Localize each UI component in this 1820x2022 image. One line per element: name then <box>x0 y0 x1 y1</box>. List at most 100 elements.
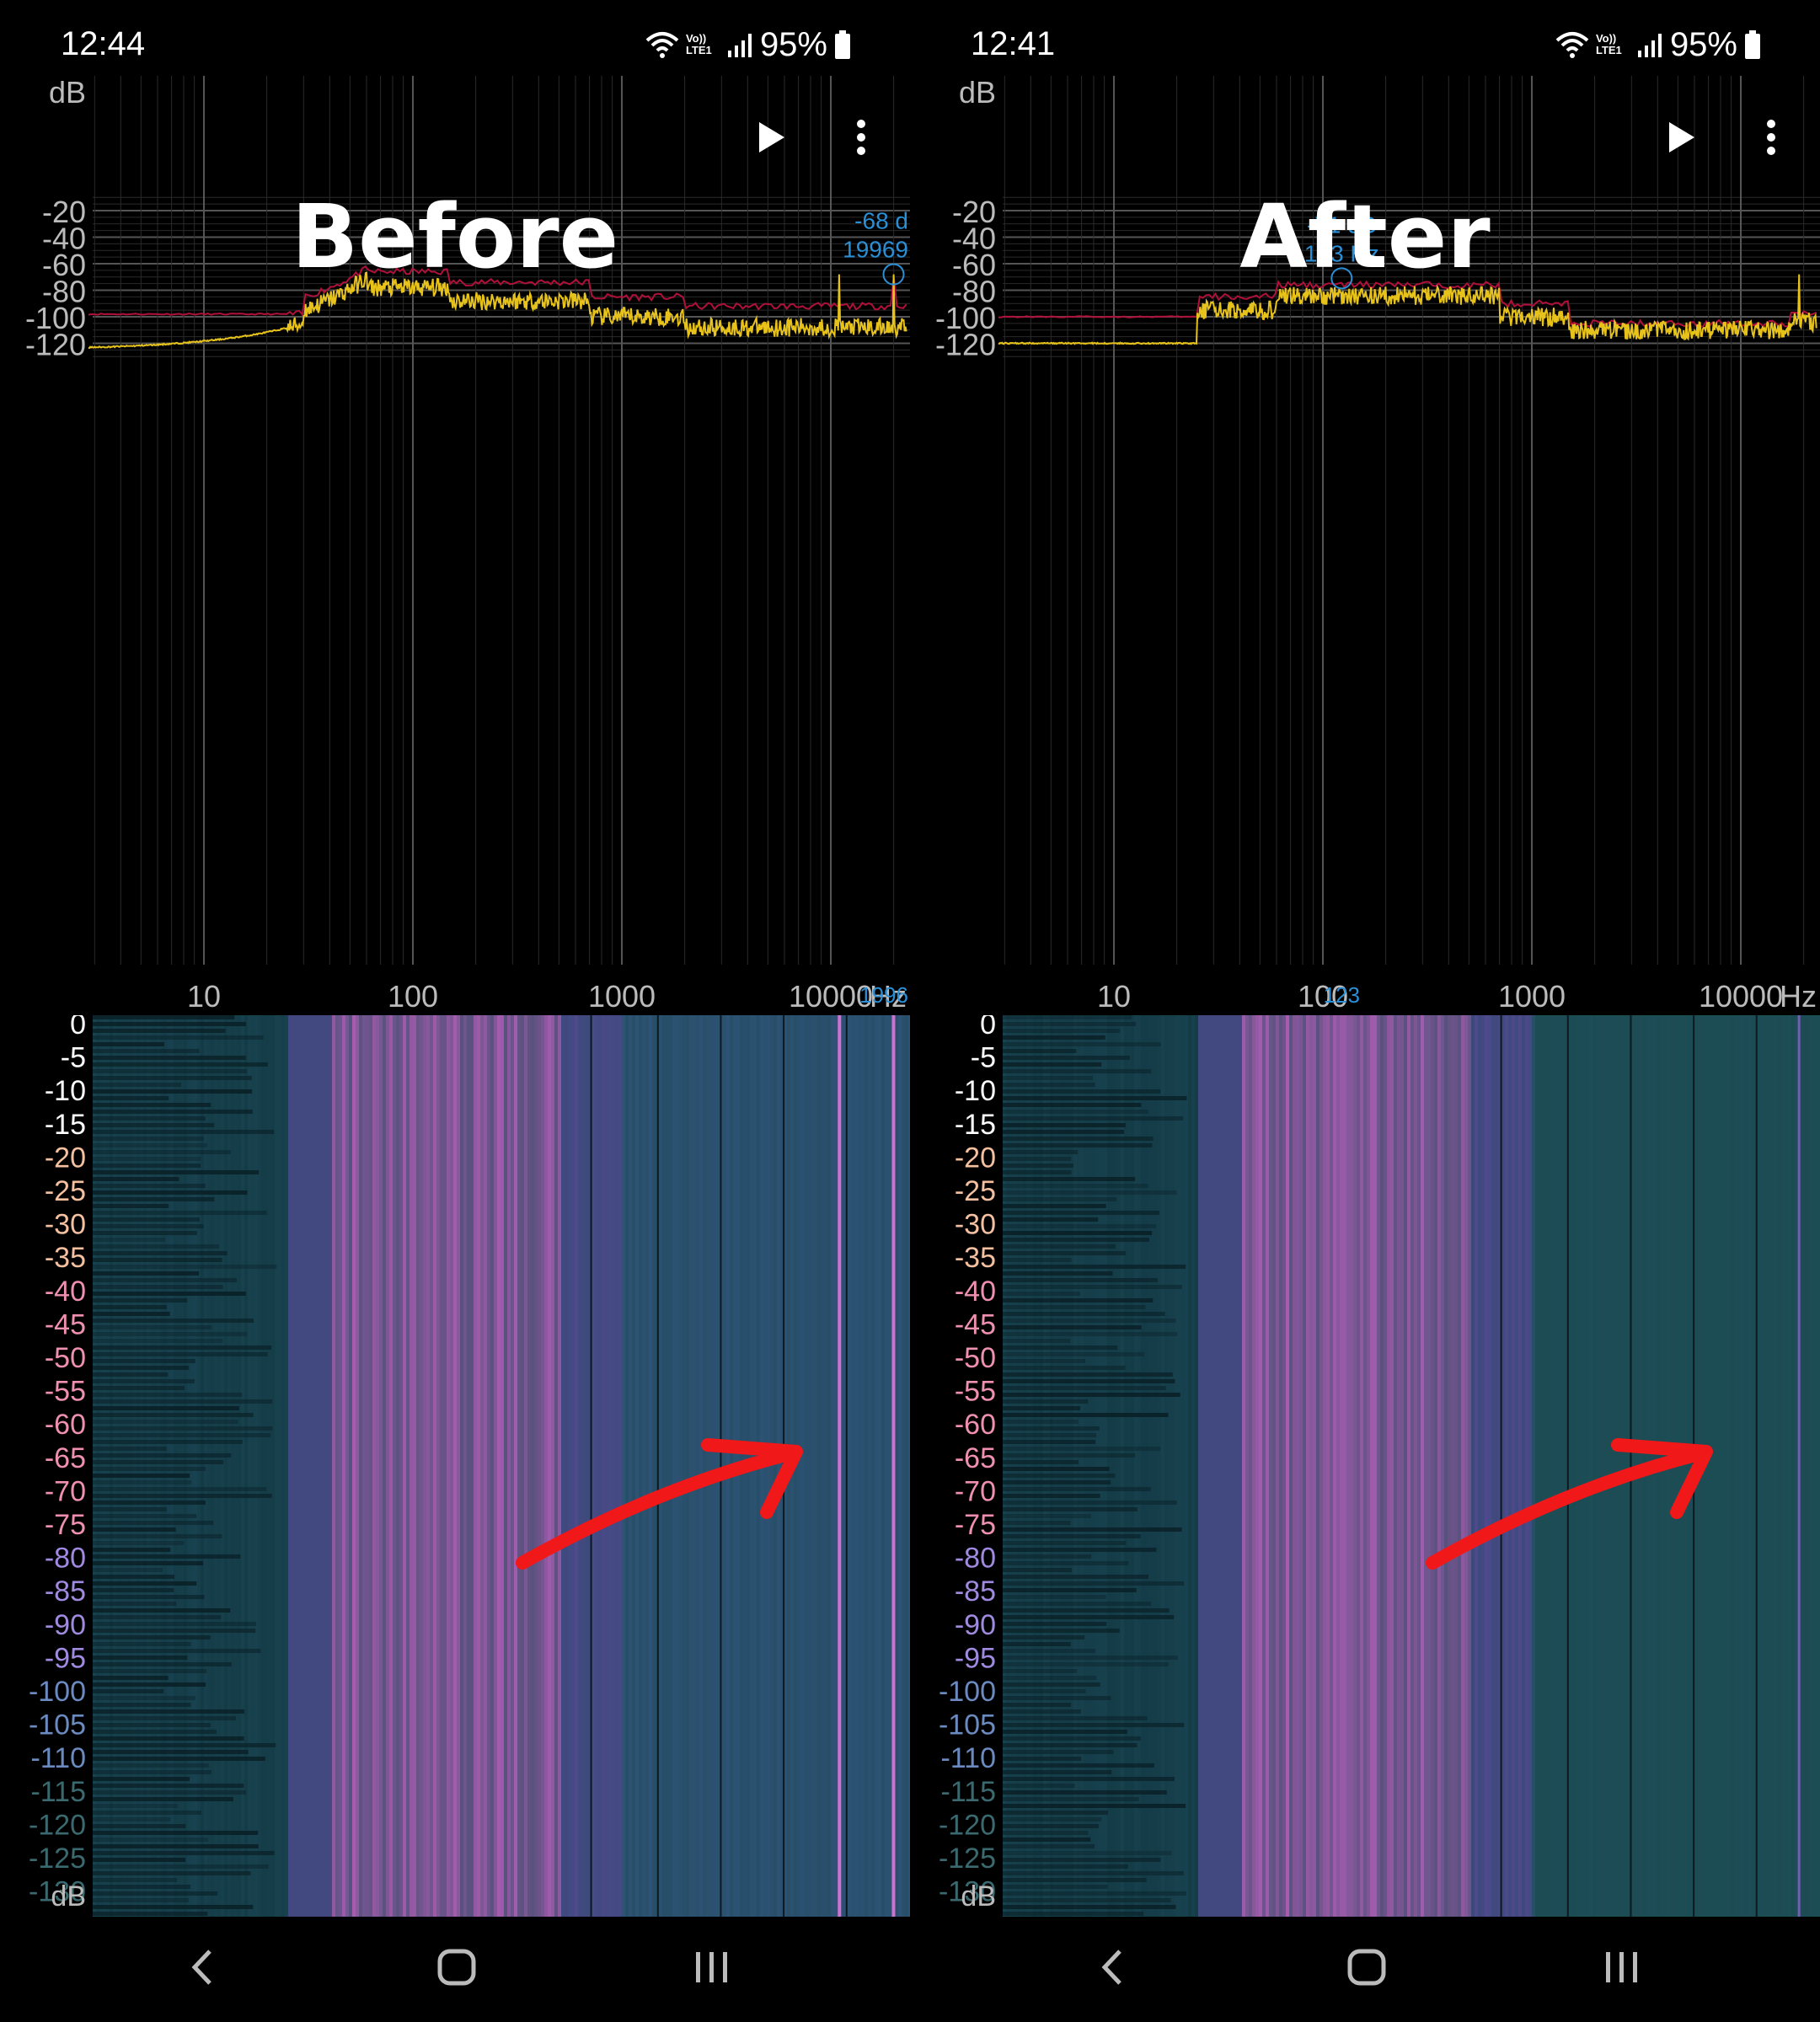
frequency-column <box>1144 1015 1148 1917</box>
frequency-column <box>329 1015 332 1917</box>
frequency-column <box>592 1015 595 1917</box>
frequency-column <box>342 1015 345 1917</box>
frequency-column <box>1208 1015 1212 1917</box>
frequency-column <box>1087 1015 1090 1917</box>
frequency-column <box>1761 1015 1764 1917</box>
frequency-column <box>800 1015 804 1917</box>
y-tick-label: -40 <box>42 222 86 256</box>
texture-band <box>1003 1406 1081 1410</box>
frequency-column <box>1812 1015 1815 1917</box>
overlay-title: After <box>1239 185 1491 288</box>
texture-band <box>1003 1211 1160 1215</box>
more-options-button[interactable] <box>1746 112 1796 163</box>
frequency-column <box>1552 1015 1555 1917</box>
x-tick-label: 1000 <box>1498 979 1566 1014</box>
texture-band <box>1003 1197 1117 1201</box>
texture-band <box>1003 1689 1086 1693</box>
frequency-column <box>416 1015 420 1917</box>
texture-band <box>93 1298 188 1303</box>
frequency-column <box>1272 1015 1276 1917</box>
frequency-column <box>1370 1015 1373 1917</box>
texture-band <box>1003 1204 1106 1208</box>
texture-band <box>1003 1359 1085 1363</box>
spectrogram[interactable]: 0-5-10-15-20-25-30-35-40-45-50-55-60-65-… <box>0 1015 910 1917</box>
texture-band <box>93 1777 190 1781</box>
frequency-column <box>848 1015 851 1917</box>
texture-band <box>1003 1130 1125 1134</box>
texture-band <box>93 1265 277 1269</box>
x-tick-label: 100 <box>1298 979 1348 1014</box>
screen-after: 12:41 Vo)) LTE1 95% dB -20 -40 -60 -80 -100 -1… <box>910 0 1820 2022</box>
frequency-column <box>288 1015 292 1917</box>
frequency-column <box>514 1015 517 1917</box>
texture-band <box>93 1143 207 1147</box>
spectrogram-tick-label: -60 <box>45 1409 86 1441</box>
frequency-column <box>174 1015 177 1917</box>
spectrogram-tick-label: -85 <box>955 1575 996 1607</box>
texture-band <box>93 1339 223 1343</box>
recents-button[interactable] <box>674 1934 750 2001</box>
frequency-column <box>1303 1015 1306 1917</box>
texture-band <box>1003 1163 1073 1168</box>
back-button[interactable] <box>164 1934 240 2001</box>
spectrogram-tick-label: -100 <box>29 1676 86 1708</box>
frequency-column <box>1734 1015 1737 1917</box>
spectrogram-tick-label: -40 <box>955 1276 996 1308</box>
frequency-column <box>1805 1015 1808 1917</box>
texture-band <box>1003 1157 1072 1161</box>
spectrogram-tick-label: -95 <box>45 1642 86 1674</box>
home-button[interactable] <box>1329 1934 1405 2001</box>
frequency-column <box>713 1015 716 1917</box>
frequency-column <box>332 1015 335 1917</box>
texture-band <box>93 1453 232 1458</box>
frequency-column <box>1586 1015 1589 1917</box>
frequency-column <box>335 1015 339 1917</box>
frequency-column <box>312 1015 315 1917</box>
frequency-column <box>410 1015 413 1917</box>
frequency-column <box>366 1015 369 1917</box>
recents-button[interactable] <box>1584 1934 1660 2001</box>
play-button[interactable] <box>1656 112 1706 163</box>
frequency-column <box>1737 1015 1741 1917</box>
frequency-column <box>534 1015 538 1917</box>
texture-band <box>1003 1716 1148 1720</box>
spectrogram-tick-label: -20 <box>955 1142 996 1174</box>
status-icons: Vo)) LTE1 95% <box>645 24 851 66</box>
frequency-column <box>1448 1015 1451 1917</box>
frequency-column <box>1592 1015 1596 1917</box>
back-button[interactable] <box>1074 1934 1150 2001</box>
texture-band <box>93 1891 218 1896</box>
frequency-column <box>157 1015 160 1917</box>
texture-band <box>93 1824 186 1828</box>
texture-band <box>1003 1217 1099 1222</box>
texture-band <box>93 1696 196 1700</box>
texture-band <box>93 1541 185 1545</box>
frequency-column <box>814 1015 817 1917</box>
frequency-column <box>1346 1015 1350 1917</box>
play-button[interactable] <box>746 112 796 163</box>
frequency-column <box>1748 1015 1751 1917</box>
frequency-column <box>1522 1015 1525 1917</box>
navigation-bar <box>0 1917 910 2022</box>
more-options-button[interactable] <box>836 112 886 163</box>
texture-band <box>93 1069 247 1073</box>
texture-band <box>1003 1224 1157 1228</box>
frequency-column <box>1249 1015 1252 1917</box>
texture-band <box>1003 1143 1153 1147</box>
texture-band <box>1003 1905 1176 1909</box>
frequency-column <box>1286 1015 1289 1917</box>
frequency-column <box>153 1015 157 1917</box>
frequency-column <box>1188 1015 1191 1917</box>
home-button[interactable] <box>419 1934 495 2001</box>
frequency-column <box>774 1015 777 1917</box>
frequency-column <box>602 1015 605 1917</box>
frequency-column <box>881 1015 885 1917</box>
frequency-column <box>551 1015 554 1917</box>
texture-band <box>93 1757 265 1761</box>
frequency-column <box>1380 1015 1384 1917</box>
texture-band <box>93 1170 260 1174</box>
spectrogram[interactable]: 0-5-10-15-20-25-30-35-40-45-50-55-60-65-… <box>910 1015 1820 1917</box>
texture-band <box>93 1110 253 1114</box>
